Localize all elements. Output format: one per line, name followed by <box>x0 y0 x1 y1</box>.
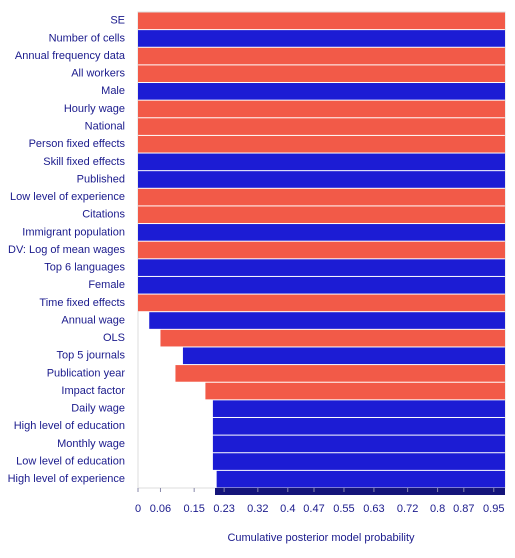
row-label: Person fixed effects <box>29 138 126 150</box>
inclusion-bar <box>138 100 505 118</box>
x-tick-label: 0.87 <box>453 503 474 515</box>
x-tick-label: 0 <box>135 503 141 515</box>
row-label: Female <box>88 279 125 291</box>
row-label: Number of cells <box>49 32 126 44</box>
inclusion-bar <box>138 206 505 224</box>
inclusion-bar <box>138 12 505 30</box>
inclusion-bar <box>138 224 505 241</box>
inclusion-bar <box>138 30 505 47</box>
row-label: Citations <box>82 209 125 221</box>
x-tick-label: 0.06 <box>150 503 171 515</box>
inclusion-bar <box>138 83 505 100</box>
row-label: All workers <box>71 68 125 80</box>
row-label: Annual wage <box>61 314 125 326</box>
inclusion-bar <box>216 470 505 488</box>
row-label: Annual frequency data <box>15 50 126 62</box>
x-tick-label: 0.32 <box>247 503 268 515</box>
inclusion-bar <box>149 312 506 329</box>
row-label: DV: Log of mean wages <box>8 244 125 256</box>
row-label: Skill fixed effects <box>43 156 125 168</box>
row-label: Immigrant population <box>22 226 125 238</box>
inclusion-bar <box>182 347 505 365</box>
inclusion-bar <box>138 294 505 312</box>
inclusion-bar <box>138 259 505 276</box>
inclusion-bar <box>212 435 506 453</box>
inclusion-bar <box>175 365 505 382</box>
inclusion-bar <box>212 453 506 470</box>
x-tick-label: 0.23 <box>213 503 234 515</box>
row-label: High level of education <box>14 420 125 432</box>
row-label: SE <box>110 15 125 27</box>
row-label: Impact factor <box>61 385 125 397</box>
inclusion-bar <box>138 153 505 171</box>
inclusion-bar <box>138 188 505 206</box>
row-label: Published <box>77 173 125 185</box>
x-tick-label: 0.63 <box>363 503 384 515</box>
inclusion-bar <box>138 47 505 65</box>
inclusion-bar <box>160 329 505 347</box>
x-tick-label: 0.15 <box>183 503 204 515</box>
row-label: Low level of education <box>16 455 125 467</box>
inclusion-bar <box>138 276 505 294</box>
row-label: High level of experience <box>8 473 125 485</box>
row-label: Hourly wage <box>64 103 125 115</box>
row-label: Top 5 journals <box>57 350 126 362</box>
inclusion-bar <box>205 382 506 400</box>
inclusion-bar <box>138 65 505 83</box>
x-tick-label: 0.95 <box>483 503 504 515</box>
inclusion-bar <box>212 417 506 435</box>
row-label: Low level of experience <box>10 191 125 203</box>
row-label: Top 6 languages <box>44 262 125 274</box>
inclusion-bar <box>138 171 505 188</box>
inclusion-bar <box>138 135 505 153</box>
x-tick-label: 0.8 <box>430 503 445 515</box>
row-label: Time fixed effects <box>39 297 125 309</box>
x-tick-label: 0.4 <box>280 503 295 515</box>
inclusion-bar <box>138 241 505 259</box>
inclusion-bar <box>212 400 506 417</box>
row-label: National <box>85 120 125 132</box>
x-tick-label: 0.72 <box>397 503 418 515</box>
inclusion-bar <box>138 118 505 135</box>
row-label: Male <box>101 85 125 97</box>
row-label: OLS <box>103 332 125 344</box>
row-label: Publication year <box>47 367 126 379</box>
row-label: Monthly wage <box>57 438 125 450</box>
x-tick-label: 0.47 <box>303 503 324 515</box>
row-label: Daily wage <box>71 403 125 415</box>
x-axis-label: Cumulative posterior model probability <box>227 532 415 544</box>
model-band <box>215 488 505 495</box>
x-tick-label: 0.55 <box>333 503 354 515</box>
